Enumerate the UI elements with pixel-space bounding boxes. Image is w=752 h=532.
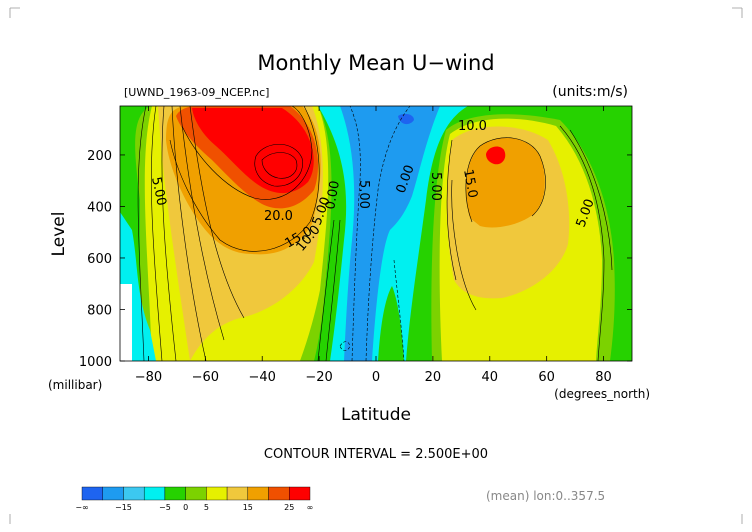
colorbar-swatch — [185, 486, 207, 501]
y-tick-label: 400 — [87, 200, 112, 215]
contour-lines — [137, 106, 613, 361]
colorbar-swatch — [164, 486, 186, 501]
contour-label: 0.00 — [323, 180, 343, 211]
colorbar-swatch — [289, 486, 311, 501]
colorbar-swatch — [81, 486, 103, 501]
x-tick-label: −60 — [192, 370, 219, 385]
y-tick-label: 800 — [87, 303, 112, 318]
x-tick-label: 60 — [538, 370, 555, 385]
footer-label: (mean) lon:0..357.5 — [486, 489, 605, 503]
colorbar-tick-label: 25 — [284, 503, 294, 512]
colorbar: −∞ −15 −5 0 5 15 25 ∞ — [75, 486, 314, 512]
y-axis: 200 400 600 800 1000 — [79, 149, 632, 370]
colorbar-swatch — [247, 486, 269, 501]
colorbar-tick-label: ∞ — [307, 503, 314, 512]
colorbar-swatch — [226, 486, 249, 501]
contour-field — [120, 106, 632, 361]
x-axis-label: Latitude — [341, 405, 411, 425]
x-tick-label: −80 — [135, 370, 162, 385]
contour-interval-label: CONTOUR INTERVAL = 2.500E+00 — [264, 447, 488, 462]
fill-level-30plus — [192, 108, 314, 194]
x-tick-label: 0 — [372, 370, 380, 385]
colorbar-tick-label: 5 — [204, 503, 209, 512]
colorbar-tick-label: 0 — [183, 503, 188, 512]
contour-label: 5.00 — [428, 172, 443, 201]
contour-label-group: 5.00 20.0 15.0 10.0 5.00 0.00 5.00 0.00 … — [148, 119, 598, 255]
y-axis-label: Level — [49, 212, 69, 257]
contour-label: 20.0 — [264, 209, 293, 224]
y-tick-label: 200 — [87, 149, 112, 164]
crop-marks — [9, 7, 743, 524]
colorbar-tick-label: −5 — [159, 503, 171, 512]
x-tick-label: 40 — [482, 370, 499, 385]
x-tick-label: −40 — [249, 370, 276, 385]
colorbar-swatch — [206, 486, 228, 501]
x-tick-label: 20 — [425, 370, 442, 385]
y-tick-label: 1000 — [79, 355, 112, 370]
fill-tropical-dark-blue — [398, 113, 414, 125]
units-label: (units:m/s) — [552, 84, 628, 100]
y-units-label: (millibar) — [48, 378, 102, 392]
colorbar-tick-label: 15 — [243, 503, 253, 512]
x-tick-label: −20 — [305, 370, 332, 385]
chart-title: Monthly Mean U−wind — [257, 51, 494, 75]
fill-nh-25plus — [486, 146, 506, 165]
contour-label: 15.0 — [460, 168, 480, 199]
colorbar-swatch — [102, 486, 124, 501]
contour-lines-dashed — [339, 106, 411, 361]
x-units-label: (degrees_north) — [554, 387, 650, 401]
colorbar-swatch — [123, 486, 145, 501]
colorbar-swatch — [268, 486, 290, 501]
file-label: [UWND_1963-09_NCEP.nc] — [124, 86, 269, 99]
contour-label: 5.00 — [148, 176, 169, 207]
fill-tropical-blue — [340, 106, 440, 361]
colorbar-tick-label: −∞ — [75, 503, 88, 512]
fill-tropical-green-tongue — [378, 286, 404, 361]
fill-nh-20to25 — [465, 137, 545, 228]
x-tick-label: 80 — [595, 370, 612, 385]
contour-label: 10.0 — [458, 119, 487, 134]
contour-label: 5.00 — [356, 180, 371, 209]
fill-southern-pole-white — [120, 284, 132, 361]
colorbar-swatch — [143, 486, 166, 501]
y-tick-label: 600 — [87, 252, 112, 267]
x-axis: −80 −60 −40 −20 0 20 40 60 80 — [135, 106, 612, 385]
colorbar-tick-label: −15 — [115, 503, 132, 512]
